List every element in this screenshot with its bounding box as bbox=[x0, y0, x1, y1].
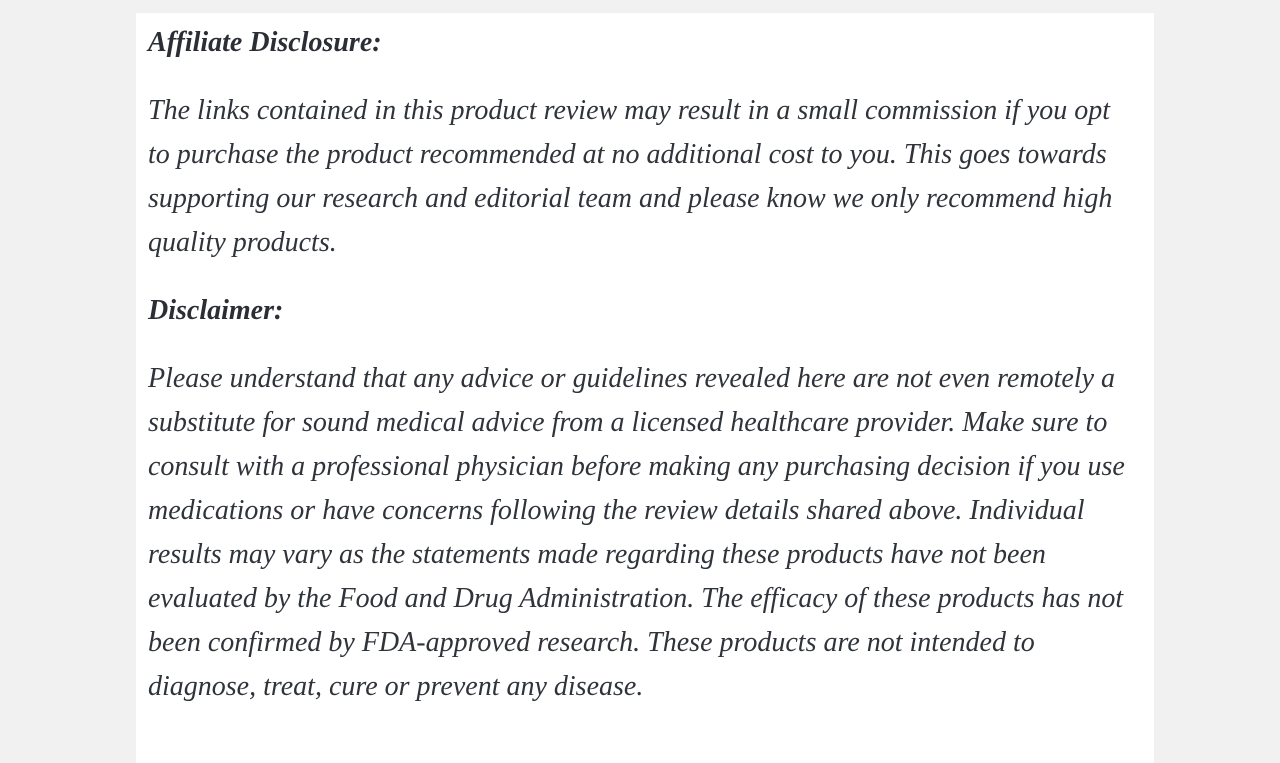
disclaimer-heading: Disclaimer: bbox=[148, 295, 284, 326]
section-spacer bbox=[148, 265, 1130, 289]
affiliate-disclosure-heading: Affiliate Disclosure: bbox=[148, 27, 382, 58]
disclaimer-text: Please understand that any advice or gui… bbox=[148, 363, 1125, 702]
affiliate-disclosure-text: The links contained in this product revi… bbox=[148, 95, 1113, 258]
content-card: Affiliate Disclosure: The links containe… bbox=[136, 13, 1154, 763]
